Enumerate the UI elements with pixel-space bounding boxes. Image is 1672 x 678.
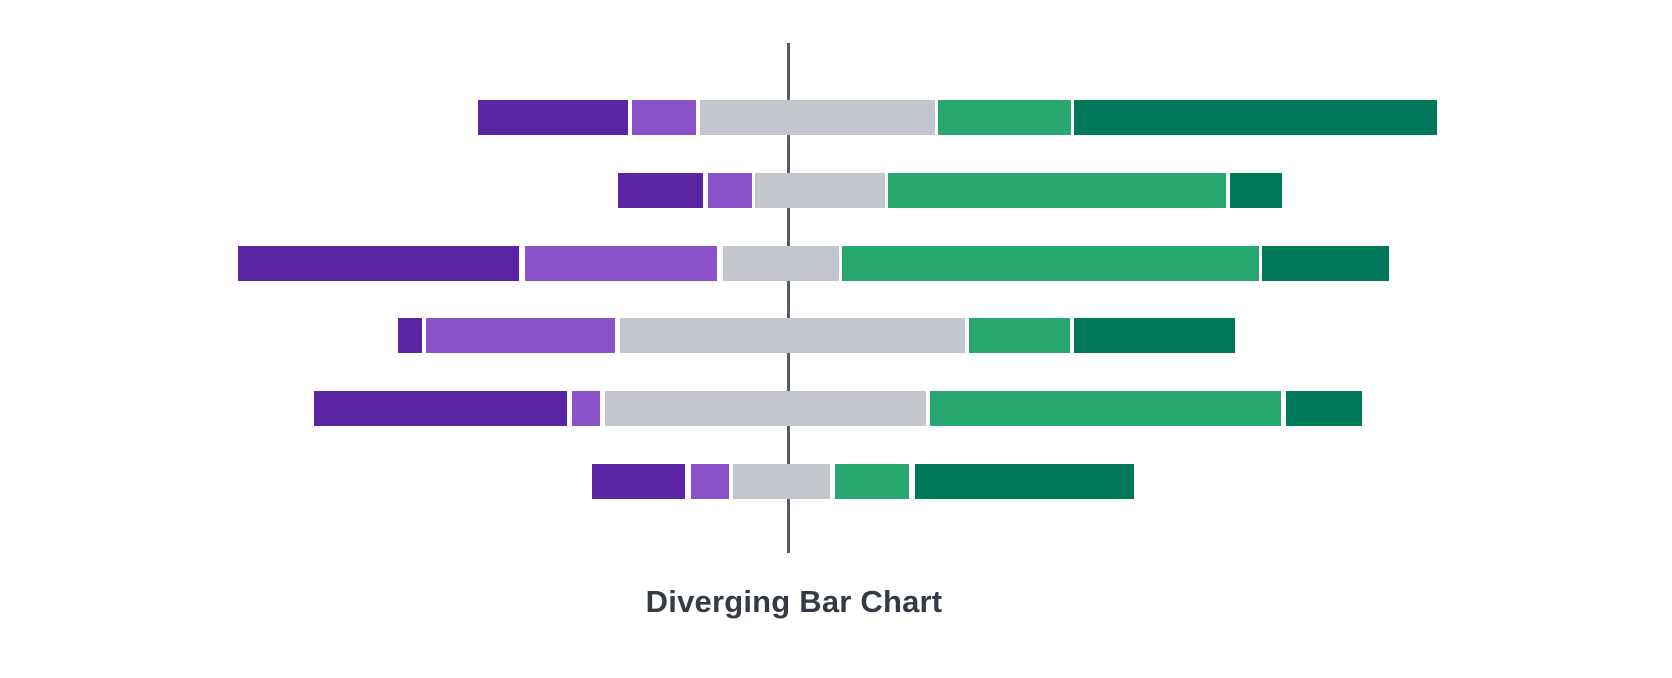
bar-segment-strong-negative <box>618 173 703 208</box>
bar-segment-positive <box>938 100 1071 135</box>
bar-segment-strong-negative <box>592 464 685 499</box>
bar-segment-strong-negative <box>238 246 519 281</box>
bar-segment-positive <box>930 391 1281 426</box>
bar-segment-strong-positive <box>1262 246 1389 281</box>
bar-segment-positive <box>835 464 909 499</box>
bar-segment-strong-positive <box>1074 100 1437 135</box>
bar-segment-positive <box>969 318 1070 353</box>
bar-segment-neutral <box>755 173 885 208</box>
bar-segment-neutral <box>700 100 935 135</box>
bar-segment-positive <box>842 246 1259 281</box>
chart-title: Diverging Bar Chart <box>645 584 943 619</box>
bar-segment-strong-positive <box>1286 391 1362 426</box>
bar-segment-negative <box>708 173 752 208</box>
bar-segment-negative <box>691 464 729 499</box>
bar-segment-neutral <box>723 246 839 281</box>
bar-segment-negative <box>632 100 696 135</box>
bar-segment-negative <box>572 391 600 426</box>
bar-segment-strong-negative <box>398 318 422 353</box>
bar-segment-neutral <box>620 318 965 353</box>
bar-segment-positive <box>888 173 1226 208</box>
bar-segment-negative <box>525 246 717 281</box>
bar-segment-strong-positive <box>915 464 1134 499</box>
bar-segment-negative <box>426 318 615 353</box>
bar-segment-strong-negative <box>314 391 567 426</box>
bar-segment-neutral <box>605 391 926 426</box>
center-axis-line <box>787 43 790 553</box>
bar-segment-neutral <box>733 464 830 499</box>
bar-segment-strong-positive <box>1074 318 1235 353</box>
bar-segment-strong-negative <box>478 100 628 135</box>
bar-segment-strong-positive <box>1230 173 1282 208</box>
